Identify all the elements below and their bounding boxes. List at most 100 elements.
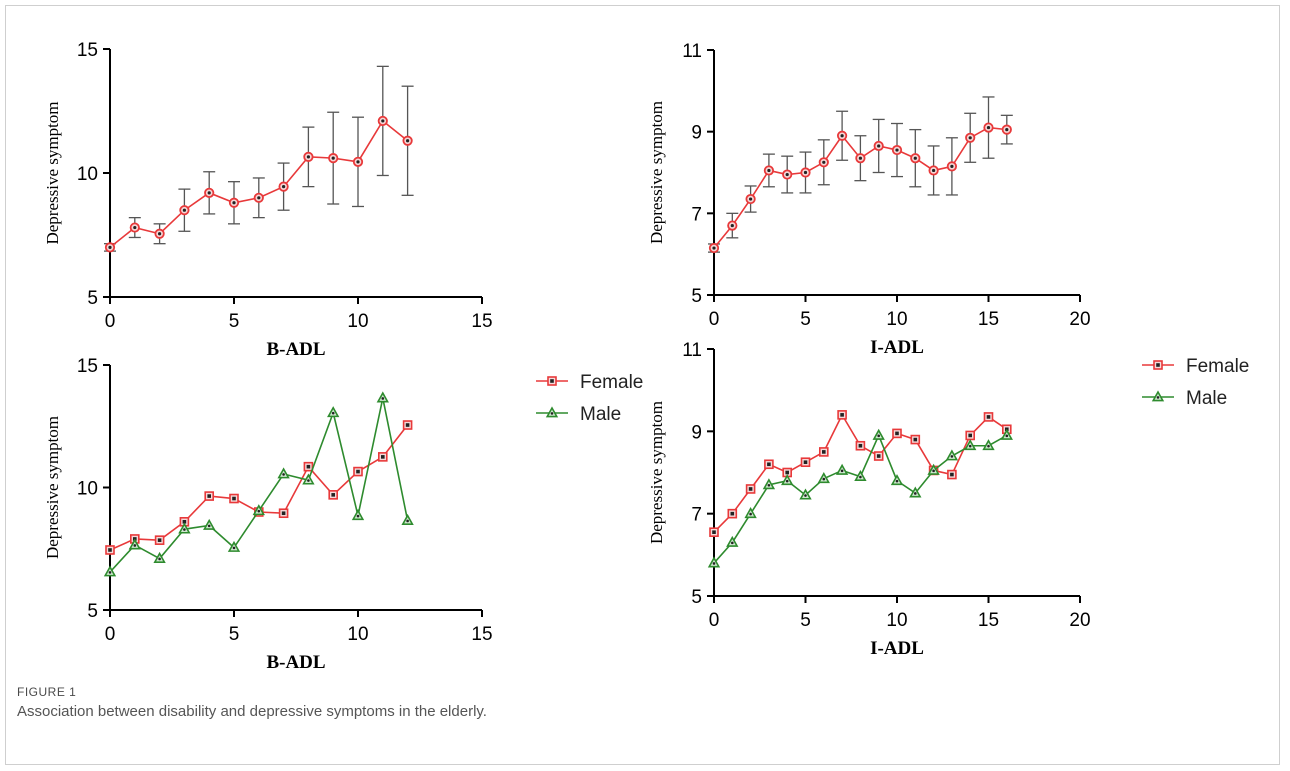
- y-tick-label: 9: [691, 123, 702, 144]
- data-point-core: [785, 172, 789, 177]
- x-axis-label: I-ADL: [870, 638, 924, 659]
- x-axis-label: B-ADL: [266, 339, 325, 360]
- data-point-core: [895, 431, 899, 436]
- data-point-core: [858, 156, 863, 160]
- data-point-core: [822, 450, 826, 454]
- data-point-core: [987, 444, 990, 448]
- y-tick-label: 7: [691, 505, 702, 526]
- data-point-core: [306, 155, 310, 159]
- data-point-core: [840, 134, 844, 138]
- data-point-core: [804, 494, 807, 497]
- x-tick-label: 15: [978, 610, 999, 631]
- legend: Female Male: [536, 372, 643, 425]
- data-point-core: [232, 546, 236, 550]
- series-line: [109, 424, 409, 551]
- data-point-core: [858, 443, 863, 448]
- data-point-core: [356, 469, 360, 474]
- y-tick-label: 15: [77, 356, 98, 377]
- legend-label: Male: [1186, 388, 1227, 409]
- data-point-core: [158, 557, 161, 561]
- data-point-core: [232, 496, 236, 501]
- data-point-core: [232, 201, 236, 205]
- data-point-core: [331, 156, 335, 160]
- legend-label: Female: [1186, 356, 1249, 377]
- data-point-core: [876, 454, 881, 458]
- data-point-core: [182, 520, 187, 524]
- data-point-core: [932, 168, 936, 173]
- y-axis-label: Depressive symptom: [43, 416, 62, 559]
- data-point-core: [986, 125, 991, 130]
- data-point-core: [406, 519, 409, 523]
- legend-swatch-marker-core: [550, 379, 554, 383]
- data-point-core: [207, 494, 211, 498]
- x-tick-label: 15: [471, 311, 492, 332]
- data-point-core: [406, 139, 410, 143]
- data-point-core: [158, 232, 162, 236]
- data-point-core: [748, 487, 753, 491]
- data-point-core: [133, 544, 137, 547]
- data-point-core: [207, 191, 211, 195]
- x-tick-label: 15: [471, 624, 492, 645]
- x-tick-label: 5: [229, 624, 240, 645]
- data-point-core: [913, 156, 917, 160]
- data-point-core: [822, 477, 826, 481]
- series-male: [707, 428, 1013, 568]
- data-point-core: [968, 444, 972, 448]
- data-point-core: [785, 479, 789, 483]
- data-point-core: [307, 479, 310, 482]
- x-tick-label: 10: [886, 610, 907, 631]
- data-point-core: [840, 413, 844, 417]
- data-point-core: [749, 197, 753, 201]
- x-tick-label: 0: [709, 309, 720, 330]
- data-point-core: [331, 493, 335, 497]
- y-tick-label: 5: [691, 286, 702, 307]
- figure-frame: [5, 5, 1280, 765]
- legend-label: Female: [580, 372, 643, 393]
- y-tick-label: 5: [691, 587, 702, 608]
- data-point-core: [381, 397, 385, 400]
- data-point-core: [381, 455, 385, 459]
- data-point-core: [913, 437, 918, 442]
- y-axis-label: Depressive symptom: [43, 101, 62, 244]
- series-female: [105, 420, 413, 555]
- data-point-core: [381, 119, 385, 123]
- data-point-core: [749, 512, 752, 516]
- data-point-core: [182, 208, 186, 212]
- y-tick-label: 11: [682, 41, 702, 62]
- data-point-core: [767, 168, 771, 173]
- y-tick-label: 10: [77, 164, 98, 185]
- x-tick-label: 5: [800, 610, 811, 631]
- data-point-core: [712, 246, 716, 250]
- data-point-core: [356, 514, 360, 518]
- data-point-core: [1005, 434, 1009, 438]
- x-tick-label: 20: [1069, 309, 1090, 330]
- x-tick-label: 5: [800, 309, 811, 330]
- data-point-core: [183, 528, 186, 531]
- data-point-core: [331, 411, 335, 415]
- data-point-core: [803, 170, 808, 175]
- data-point-core: [968, 136, 972, 140]
- x-tick-label: 5: [229, 311, 240, 332]
- legend-swatch-marker-core: [1156, 363, 1160, 367]
- legend: Female Male: [1142, 356, 1249, 409]
- data-point-core: [840, 469, 844, 473]
- data-point-core: [108, 571, 112, 574]
- data-point-core: [767, 483, 771, 487]
- y-axis-label: Depressive symptom: [647, 401, 666, 544]
- x-axis-label: B-ADL: [266, 652, 325, 673]
- data-point-core: [108, 548, 112, 552]
- data-point-core: [108, 245, 112, 249]
- y-tick-label: 11: [682, 340, 702, 361]
- data-point-core: [968, 433, 972, 438]
- data-point-core: [822, 160, 826, 164]
- y-tick-label: 10: [77, 479, 98, 500]
- x-tick-label: 10: [886, 309, 907, 330]
- data-point-core: [785, 470, 789, 475]
- legend-item-female: Female: [536, 372, 643, 393]
- data-point-core: [767, 462, 771, 467]
- data-point-core: [281, 511, 286, 516]
- data-point-core: [895, 479, 899, 483]
- y-tick-label: 7: [691, 204, 702, 225]
